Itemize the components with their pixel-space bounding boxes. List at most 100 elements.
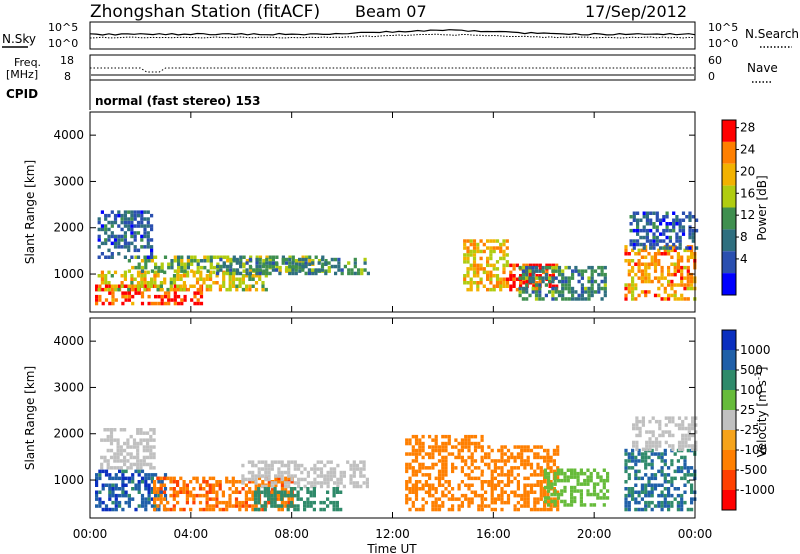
velocity-cell [144, 504, 148, 508]
velocity-cell [563, 485, 567, 490]
power-cell [603, 272, 607, 277]
power-cell [268, 255, 272, 259]
velocity-cell [316, 467, 320, 471]
power-cell [327, 269, 331, 273]
velocity-cell [296, 497, 300, 501]
velocity-cell [431, 438, 435, 442]
velocity-cell [251, 470, 255, 475]
power-cell [554, 276, 558, 280]
power-cell [466, 239, 470, 243]
velocity-cell [129, 466, 133, 470]
power-cell [353, 261, 357, 265]
velocity-cell [606, 478, 610, 483]
velocity-cell [457, 452, 461, 456]
power-cell [688, 215, 692, 219]
velocity-cell [329, 467, 333, 471]
power-cell [150, 227, 154, 232]
velocity-cell [451, 493, 455, 498]
power-cell [667, 248, 671, 253]
power-cell [486, 277, 490, 281]
velocity-cell [251, 507, 255, 512]
velocity-cell [645, 444, 649, 448]
power-cell [104, 213, 108, 218]
velocity-cell [523, 459, 527, 463]
velocity-cell [523, 483, 527, 487]
power-cell [140, 277, 144, 281]
velocity-cell [147, 487, 151, 491]
velocity-cell [136, 448, 140, 453]
velocity-cell [408, 438, 412, 442]
velocity-cell [539, 445, 543, 449]
power-cell [298, 262, 302, 266]
power-cell [113, 270, 118, 275]
power-cell [146, 241, 150, 246]
power-cell [163, 301, 168, 306]
power-cell [518, 290, 522, 294]
power-cell [587, 297, 591, 301]
velocity-cell [169, 493, 173, 498]
power-cell [275, 268, 279, 272]
power-cell [140, 284, 144, 288]
power-cell [157, 301, 161, 306]
velocity-cell [274, 474, 278, 478]
velocity-cell [513, 445, 517, 449]
velocity-cell [411, 490, 415, 494]
velocity-cell [299, 487, 303, 491]
velocity-cell [212, 483, 216, 487]
power-cell [634, 272, 638, 277]
power-cell [521, 290, 525, 294]
power-cell [170, 298, 174, 302]
velocity-cell [543, 493, 547, 498]
velocity-cell [460, 441, 464, 446]
velocity-cell [114, 487, 118, 491]
velocity-cell [198, 483, 203, 487]
power-cell [131, 284, 135, 288]
velocity-cell [172, 493, 176, 498]
velocity-cell [441, 459, 445, 463]
velocity-cell [108, 497, 112, 501]
power-cell [219, 268, 223, 272]
velocity-cell [635, 433, 639, 438]
velocity-cell [500, 500, 504, 505]
velocity-cell [526, 476, 530, 481]
power-cell [110, 224, 114, 228]
velocity-cell [162, 476, 167, 481]
power-cell [215, 281, 219, 285]
power-cell [551, 286, 555, 291]
velocity-cell [657, 500, 661, 505]
velocity-cell [434, 490, 438, 494]
power-cell [169, 281, 173, 285]
velocity-cell [573, 489, 577, 493]
velocity-cell [650, 507, 654, 512]
power-cell [659, 232, 663, 236]
power-cell [110, 231, 114, 235]
power-cell [241, 277, 245, 281]
power-cell [574, 269, 578, 273]
velocity-cell [323, 474, 327, 478]
power-cell [655, 228, 659, 233]
velocity-cell [144, 500, 148, 505]
velocity-cell [349, 474, 353, 478]
power-cell [554, 286, 558, 291]
velocity-cell [457, 483, 461, 487]
power-cell [667, 293, 671, 298]
power-cell [199, 294, 204, 299]
power-cell [127, 248, 131, 253]
power-cell [242, 269, 246, 273]
velocity-cell [270, 460, 274, 464]
power-cell [649, 218, 653, 222]
power-cell [593, 269, 598, 273]
power-cell [525, 265, 529, 270]
power-cell [154, 284, 158, 288]
power-cell [509, 287, 513, 292]
power-cell [143, 245, 147, 249]
power-cell [649, 211, 653, 215]
power-cell [663, 252, 667, 256]
power-cell [551, 297, 555, 301]
power-cell [241, 274, 245, 278]
velocity-cell [431, 487, 435, 491]
power-cell [228, 284, 232, 288]
velocity-cell [640, 490, 644, 494]
power-cell [657, 276, 661, 280]
